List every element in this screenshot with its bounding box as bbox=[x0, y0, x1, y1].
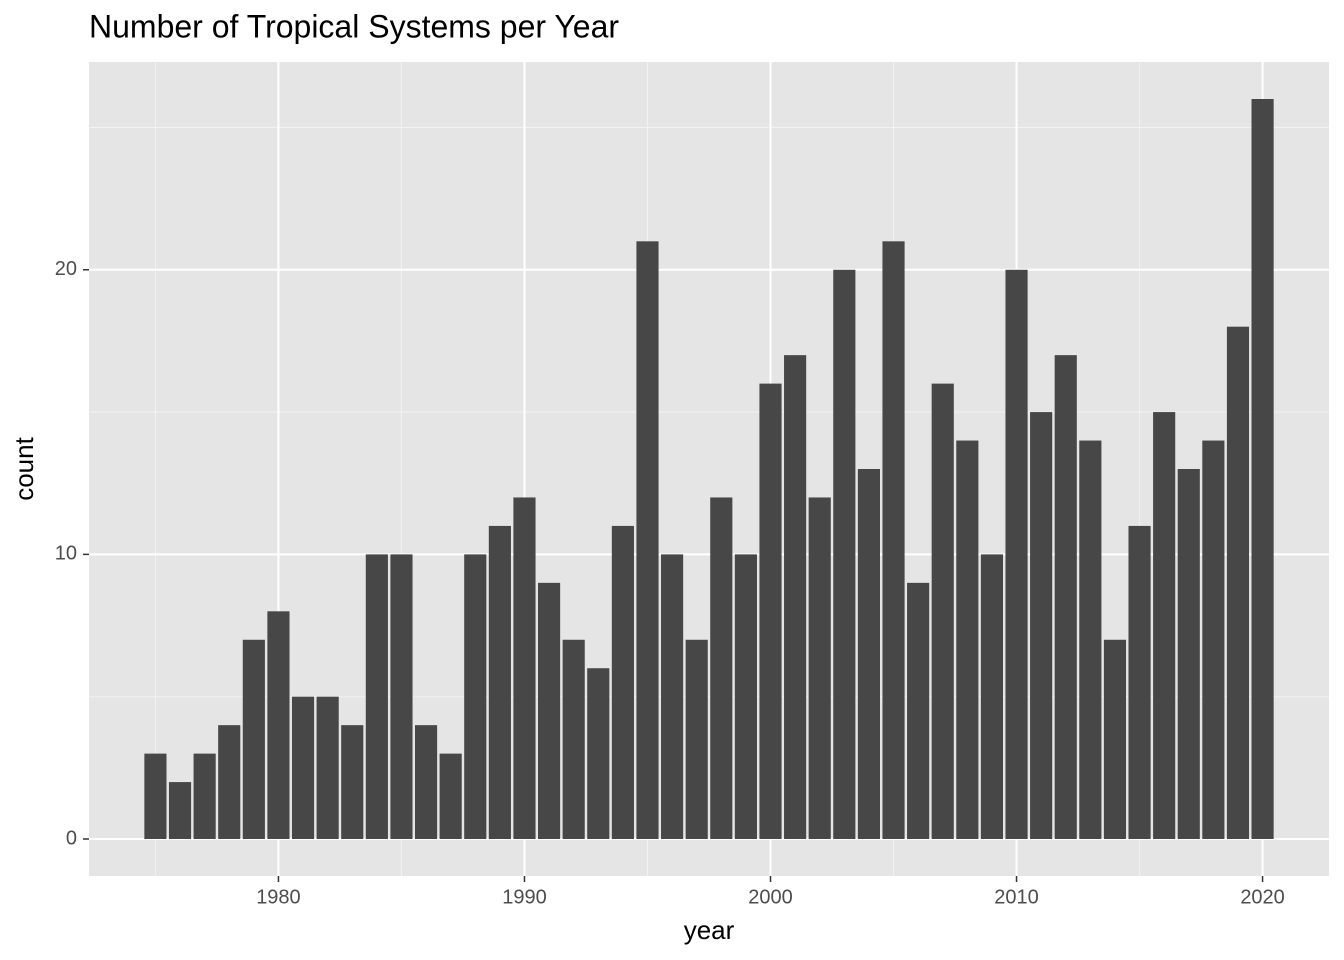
y-tick-label: 20 bbox=[55, 258, 77, 280]
y-axis-title: count bbox=[9, 436, 39, 500]
bar bbox=[1005, 269, 1028, 839]
y-tick-label: 10 bbox=[55, 543, 77, 565]
bar bbox=[1079, 440, 1102, 839]
x-axis-title: year bbox=[684, 915, 735, 945]
bar bbox=[1128, 525, 1151, 839]
bar bbox=[464, 554, 487, 839]
bar bbox=[1030, 412, 1053, 839]
bar bbox=[168, 782, 192, 839]
bar bbox=[1202, 440, 1225, 839]
bar bbox=[734, 554, 757, 839]
bar bbox=[833, 269, 856, 839]
bar bbox=[267, 611, 290, 839]
bar bbox=[1153, 412, 1176, 839]
bar bbox=[611, 525, 634, 839]
x-tick-label: 1990 bbox=[502, 886, 547, 908]
bar bbox=[439, 753, 462, 839]
bar bbox=[1177, 469, 1200, 839]
bar bbox=[513, 497, 536, 839]
bar bbox=[661, 554, 684, 839]
bar bbox=[956, 440, 979, 839]
bar bbox=[685, 639, 708, 839]
bar bbox=[784, 355, 807, 839]
y-tick-label: 0 bbox=[66, 827, 77, 849]
bar bbox=[365, 554, 388, 839]
x-tick-label: 2020 bbox=[1240, 886, 1285, 908]
bar bbox=[144, 753, 167, 839]
x-tick-label: 2000 bbox=[748, 886, 793, 908]
x-tick-label: 2010 bbox=[994, 886, 1039, 908]
bar bbox=[562, 639, 585, 839]
bar bbox=[808, 497, 831, 839]
bar bbox=[857, 469, 880, 839]
bar bbox=[710, 497, 733, 839]
bar bbox=[242, 639, 265, 839]
bar bbox=[316, 696, 339, 839]
bar bbox=[390, 554, 413, 839]
bar bbox=[218, 725, 241, 839]
bar bbox=[414, 725, 438, 839]
bar bbox=[291, 696, 315, 839]
bar bbox=[1251, 99, 1274, 839]
x-tick-label: 1980 bbox=[256, 886, 301, 908]
bar bbox=[931, 383, 954, 839]
bar bbox=[980, 554, 1004, 839]
bar bbox=[882, 241, 905, 840]
bar bbox=[1054, 355, 1077, 839]
bar bbox=[538, 582, 561, 839]
bar bbox=[759, 383, 782, 839]
chart-title: Number of Tropical Systems per Year bbox=[89, 8, 619, 44]
bar bbox=[341, 725, 364, 839]
bar bbox=[587, 668, 610, 839]
bar bbox=[193, 753, 216, 839]
bar bbox=[907, 582, 930, 839]
bar bbox=[1103, 639, 1127, 839]
bar bbox=[636, 241, 659, 840]
bar bbox=[1226, 326, 1250, 839]
bar bbox=[488, 525, 511, 839]
